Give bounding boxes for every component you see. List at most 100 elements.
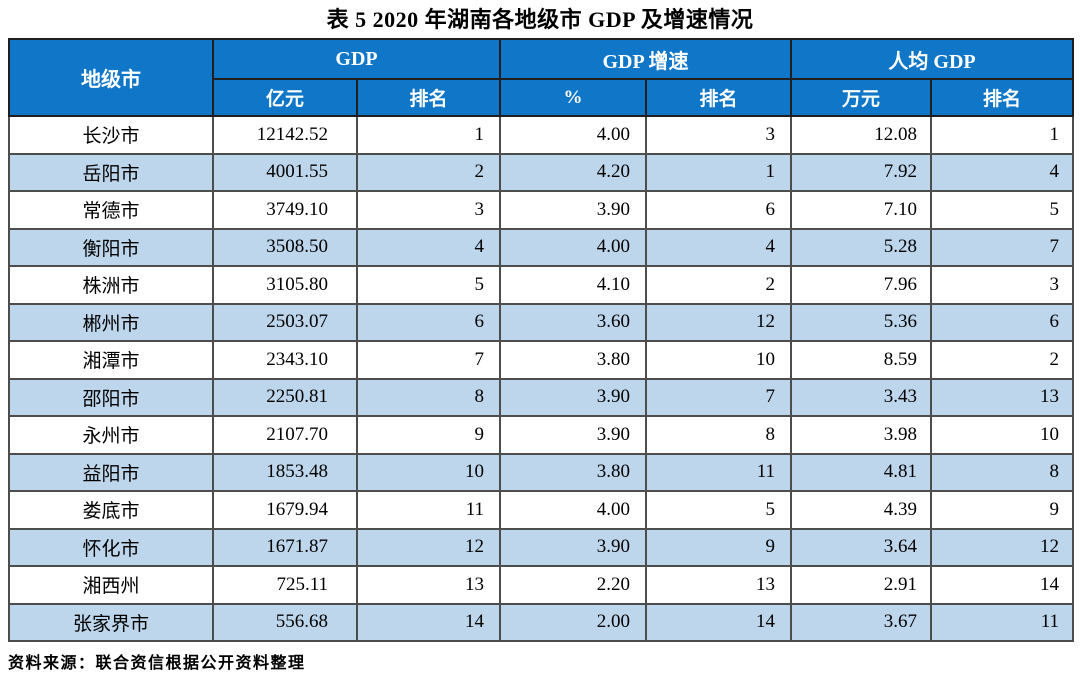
cell-city: 衡阳市 [8, 227, 214, 267]
cell-per-capita-rank: 5 [930, 190, 1074, 230]
cell-gdp: 2107.70 [212, 415, 358, 455]
table-body: 长沙市 12142.52 1 4.00 3 12.08 1 岳阳市 4001.55 2 4.20 1 7… [8, 115, 1074, 642]
header-gdp-unit: 亿元 [212, 78, 358, 117]
cell-growth-rank: 2 [645, 265, 792, 305]
header-per-capita-rank: 排名 [930, 78, 1074, 117]
cell-gdp-rank: 2 [356, 152, 501, 192]
table-row: 湘潭市 2343.10 7 3.80 10 8.59 2 [8, 340, 1074, 380]
cell-growth: 4.10 [499, 265, 647, 305]
cell-gdp: 3749.10 [212, 190, 358, 230]
header-group-gdp: GDP [212, 38, 501, 80]
header-group-per-capita-gdp: 人均 GDP [790, 38, 1074, 80]
cell-city: 长沙市 [8, 115, 214, 155]
header-group-gdp-growth: GDP 增速 [499, 38, 792, 80]
cell-growth: 4.20 [499, 152, 647, 192]
cell-gdp-rank: 9 [356, 415, 501, 455]
table-row: 怀化市 1671.87 12 3.90 9 3.64 12 [8, 527, 1074, 567]
cell-gdp: 2250.81 [212, 377, 358, 417]
cell-per-capita-rank: 2 [930, 340, 1074, 380]
cell-gdp-rank: 13 [356, 565, 501, 605]
cell-gdp-rank: 5 [356, 265, 501, 305]
cell-gdp-rank: 11 [356, 490, 501, 530]
cell-per-capita-rank: 10 [930, 415, 1074, 455]
table-row: 郴州市 2503.07 6 3.60 12 5.36 6 [8, 302, 1074, 342]
cell-city: 株洲市 [8, 265, 214, 305]
table-row: 娄底市 1679.94 11 4.00 5 4.39 9 [8, 490, 1074, 530]
cell-per-capita: 4.81 [790, 452, 932, 492]
header-city: 地级市 [8, 38, 214, 117]
cell-growth-rank: 11 [645, 452, 792, 492]
cell-gdp-rank: 4 [356, 227, 501, 267]
cell-gdp: 4001.55 [212, 152, 358, 192]
cell-city: 常德市 [8, 190, 214, 230]
cell-gdp-rank: 8 [356, 377, 501, 417]
cell-per-capita: 3.67 [790, 602, 932, 642]
cell-city: 永州市 [8, 415, 214, 455]
cell-gdp: 1853.48 [212, 452, 358, 492]
cell-gdp: 2343.10 [212, 340, 358, 380]
cell-city: 张家界市 [8, 602, 214, 642]
cell-per-capita: 2.91 [790, 565, 932, 605]
cell-per-capita-rank: 7 [930, 227, 1074, 267]
table-header: 地级市 GDP GDP 增速 人均 GDP 亿元 排名 % 排名 万元 排名 [8, 38, 1074, 117]
cell-per-capita-rank: 13 [930, 377, 1074, 417]
table-title: 表 5 2020 年湖南各地级市 GDP 及增速情况 [326, 7, 754, 32]
cell-per-capita: 7.10 [790, 190, 932, 230]
cell-gdp-rank: 6 [356, 302, 501, 342]
header-gdp-rank: 排名 [356, 78, 501, 117]
cell-gdp: 12142.52 [212, 115, 358, 155]
cell-growth: 4.00 [499, 227, 647, 267]
table-row: 株洲市 3105.80 5 4.10 2 7.96 3 [8, 265, 1074, 305]
cell-city: 湘西州 [8, 565, 214, 605]
cell-gdp-rank: 3 [356, 190, 501, 230]
table-row: 益阳市 1853.48 10 3.80 11 4.81 8 [8, 452, 1074, 492]
cell-per-capita: 3.64 [790, 527, 932, 567]
cell-per-capita: 5.36 [790, 302, 932, 342]
cell-per-capita-rank: 4 [930, 152, 1074, 192]
cell-per-capita-rank: 9 [930, 490, 1074, 530]
cell-growth: 3.90 [499, 377, 647, 417]
cell-city: 岳阳市 [8, 152, 214, 192]
cell-per-capita: 7.96 [790, 265, 932, 305]
cell-per-capita: 3.98 [790, 415, 932, 455]
cell-per-capita: 3.43 [790, 377, 932, 417]
cell-growth-rank: 12 [645, 302, 792, 342]
cell-growth: 4.00 [499, 115, 647, 155]
cell-growth-rank: 6 [645, 190, 792, 230]
cell-per-capita-rank: 1 [930, 115, 1074, 155]
table-row: 邵阳市 2250.81 8 3.90 7 3.43 13 [8, 377, 1074, 417]
cell-per-capita-rank: 11 [930, 602, 1074, 642]
cell-growth-rank: 5 [645, 490, 792, 530]
cell-per-capita: 5.28 [790, 227, 932, 267]
header-group-row: 地级市 GDP GDP 增速 人均 GDP [8, 38, 1074, 117]
table-row: 衡阳市 3508.50 4 4.00 4 5.28 7 [8, 227, 1074, 267]
header-growth-unit: % [499, 78, 647, 117]
cell-gdp: 2503.07 [212, 302, 358, 342]
table-row: 常德市 3749.10 3 3.90 6 7.10 5 [8, 190, 1074, 230]
cell-city: 娄底市 [8, 490, 214, 530]
cell-growth-rank: 14 [645, 602, 792, 642]
cell-growth-rank: 7 [645, 377, 792, 417]
cell-per-capita: 7.92 [790, 152, 932, 192]
cell-growth: 2.00 [499, 602, 647, 642]
cell-per-capita: 12.08 [790, 115, 932, 155]
cell-per-capita-rank: 8 [930, 452, 1074, 492]
cell-gdp-rank: 14 [356, 602, 501, 642]
cell-city: 邵阳市 [8, 377, 214, 417]
cell-gdp: 1671.87 [212, 527, 358, 567]
cell-city: 怀化市 [8, 527, 214, 567]
cell-growth: 3.80 [499, 340, 647, 380]
table-row: 永州市 2107.70 9 3.90 8 3.98 10 [8, 415, 1074, 455]
cell-growth-rank: 4 [645, 227, 792, 267]
cell-gdp-rank: 10 [356, 452, 501, 492]
cell-growth: 2.20 [499, 565, 647, 605]
cell-city: 湘潭市 [8, 340, 214, 380]
header-per-capita-unit: 万元 [790, 78, 932, 117]
gdp-table: 地级市 GDP GDP 增速 人均 GDP 亿元 排名 % 排名 万元 排名 长… [8, 38, 1074, 642]
cell-growth-rank: 13 [645, 565, 792, 605]
cell-per-capita: 4.39 [790, 490, 932, 530]
cell-per-capita-rank: 3 [930, 265, 1074, 305]
cell-gdp: 3105.80 [212, 265, 358, 305]
cell-city: 益阳市 [8, 452, 214, 492]
